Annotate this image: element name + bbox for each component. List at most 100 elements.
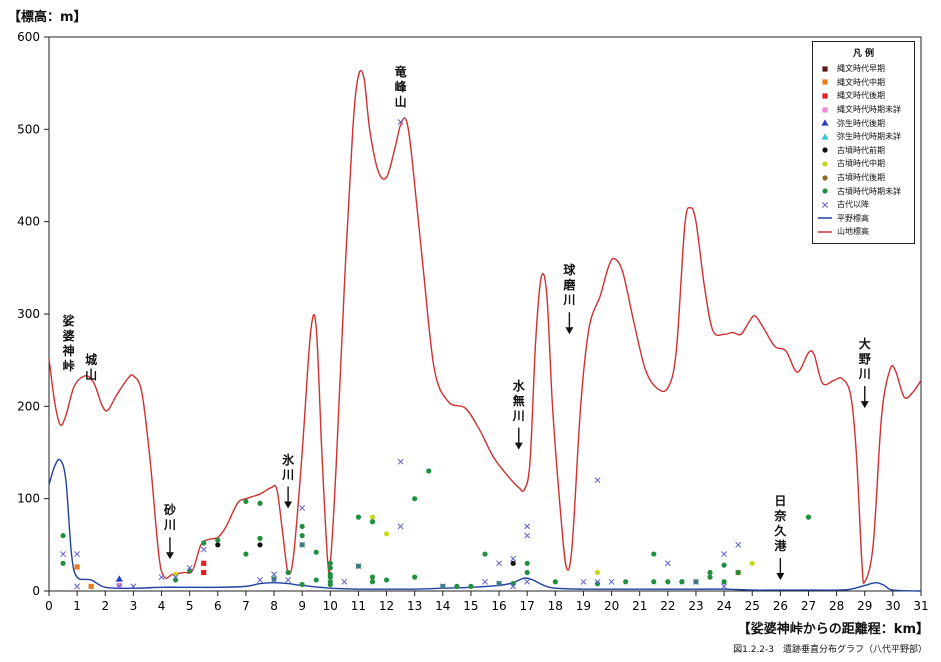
data-point: [187, 568, 193, 574]
arrow-head: [514, 442, 523, 450]
chart-lines: [48, 69, 922, 592]
place-label: 城山: [85, 352, 98, 382]
legend-swatch: [818, 132, 832, 142]
legend-swatch: [818, 227, 832, 237]
y-tick-label: 100: [17, 492, 40, 506]
arrow-head: [284, 501, 293, 509]
arrow-head: [165, 552, 174, 560]
x-tick-label: 2: [101, 599, 109, 613]
data-point: [693, 578, 699, 585]
legend-label: 古墳時代中期: [837, 159, 885, 169]
legend-item: 古墳時代後期: [813, 171, 914, 185]
data-point: [524, 560, 530, 566]
x-tick-label: 18: [548, 599, 563, 613]
legend-item: 縄文時代時期未詳: [813, 103, 914, 117]
y-tick-label: 400: [17, 215, 40, 229]
data-point: [552, 579, 558, 585]
x-tick-label: 17: [520, 599, 535, 613]
x-tick-label: 3: [130, 599, 138, 613]
plot-frame: [48, 36, 922, 592]
x-tick-label: 28: [829, 599, 844, 613]
legend-item: 弥生時代後期: [813, 116, 914, 130]
chart-axes: [48, 36, 922, 592]
data-point: [524, 569, 530, 576]
x-tick-label: 20: [604, 599, 619, 613]
data-point: [482, 551, 488, 557]
legend-swatch: [818, 200, 832, 210]
data-point: [355, 514, 362, 520]
legend-item: 弥生時代時期未詳: [813, 130, 914, 144]
legend-label: 縄文時代時期未詳: [837, 105, 901, 115]
legend-item: 縄文時代後期: [813, 89, 914, 103]
data-point: [299, 541, 306, 548]
data-point: [496, 580, 503, 587]
data-point: [369, 514, 376, 520]
data-point: [524, 523, 531, 530]
data-point: [454, 583, 460, 589]
x-tick-label: 22: [660, 599, 675, 613]
place-label: 氷川: [282, 452, 295, 482]
data-point: [510, 581, 516, 587]
data-point: [60, 533, 66, 539]
y-axis-label: 【標高：m】: [8, 10, 87, 25]
x-tick-label: 25: [745, 599, 760, 613]
y-tick-label: 200: [17, 399, 40, 413]
arrow-head: [860, 401, 869, 409]
data-point: [74, 564, 80, 570]
legend: 凡 例 縄文時代早期 縄文時代中期 縄文時代後期 縄文時代時期未詳 弥生時代後期 弥生時代…: [812, 41, 915, 244]
legend-item: 古代以降: [813, 198, 914, 212]
data-point: [524, 578, 531, 585]
data-point: [327, 581, 333, 588]
data-point: [172, 571, 179, 577]
place-label: 大野川: [858, 337, 871, 382]
arrow-head: [776, 573, 785, 581]
x-tick-label: 24: [716, 599, 731, 613]
data-point: [721, 551, 728, 558]
place-label: 日奈久港: [774, 494, 787, 554]
legend-swatch: [818, 173, 832, 183]
data-point: [524, 532, 531, 539]
data-point: [327, 574, 333, 580]
x-tick-label: 26: [773, 599, 788, 613]
x-tick-label: 19: [576, 599, 591, 613]
legend-label: 古代以降: [837, 200, 869, 210]
data-point: [158, 574, 165, 581]
x-tick-label: 11: [351, 599, 366, 613]
chart-points: [60, 118, 812, 590]
data-point: [271, 576, 277, 582]
x-tick-label: 8: [270, 599, 278, 613]
series-line: [48, 69, 922, 584]
legend-swatch: [818, 64, 832, 74]
data-point: [665, 579, 671, 585]
x-tick-label: 31: [913, 599, 928, 613]
figure-caption: 図1.2.2-3 遺跡垂直分布グラフ（八代平野部）: [733, 645, 927, 655]
x-tick-label: 4: [158, 599, 166, 613]
data-point: [383, 531, 390, 537]
x-tick-label: 9: [298, 599, 306, 613]
data-point: [468, 583, 474, 589]
legend-rows: 縄文時代早期 縄文時代中期 縄文時代後期 縄文時代時期未詳 弥生時代後期 弥生時代時期未詳…: [813, 62, 914, 239]
data-point: [594, 578, 601, 585]
legend-item: 古墳時代中期: [813, 157, 914, 171]
data-point: [257, 500, 263, 506]
data-point: [749, 560, 755, 566]
x-tick-label: 12: [379, 599, 394, 613]
data-point: [623, 579, 629, 585]
x-tick-label: 10: [323, 599, 338, 613]
x-tick-label: 15: [463, 599, 478, 613]
place-label: 球磨川: [563, 263, 576, 308]
x-axis-label: 【娑婆神峠からの距離程：km】: [737, 622, 929, 637]
arrow-head: [565, 327, 574, 335]
data-point: [439, 583, 446, 590]
legend-label: 山地標高: [837, 227, 869, 237]
data-point: [355, 563, 362, 570]
legend-item: 山地標高: [813, 225, 914, 239]
data-point: [243, 498, 249, 505]
data-point: [257, 576, 263, 583]
data-point: [299, 533, 305, 539]
y-tick-label: 500: [17, 122, 40, 136]
data-point: [580, 578, 587, 585]
x-tick-label: 23: [688, 599, 703, 613]
data-point: [116, 583, 123, 590]
